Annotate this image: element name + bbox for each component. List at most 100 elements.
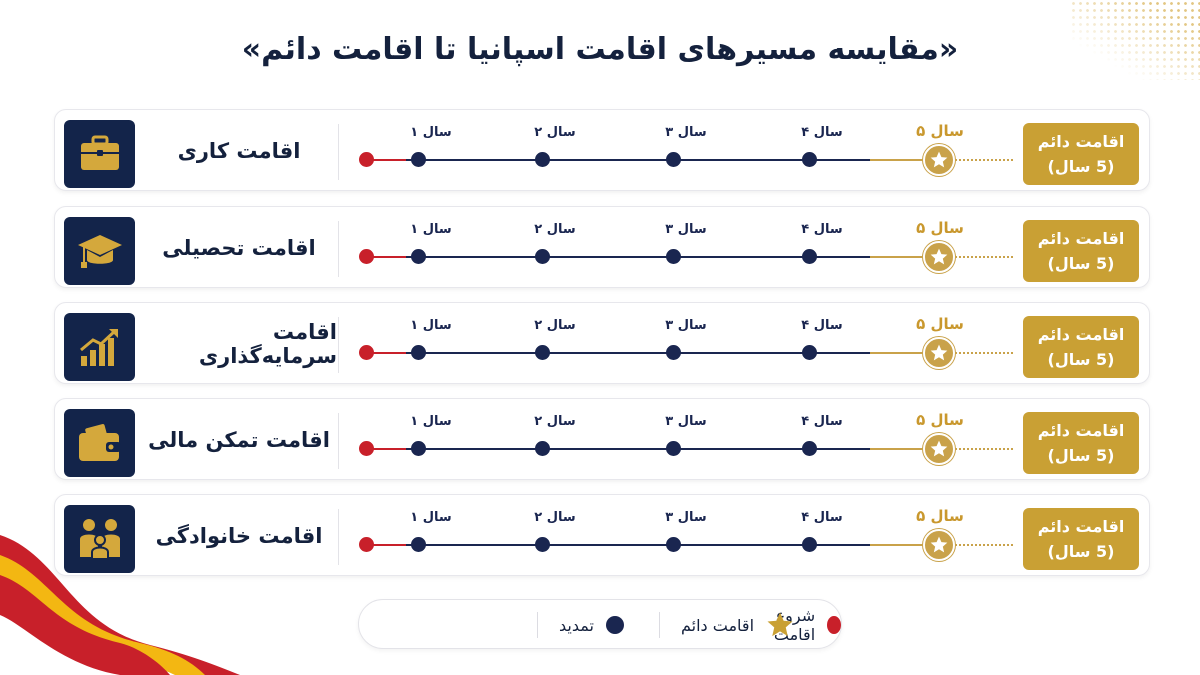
red-dot-icon — [827, 616, 841, 634]
spain-flag-ribbon — [0, 535, 240, 675]
permanent-residency-badge: اقامت دائم (5 سال) — [1023, 316, 1139, 378]
renewal-node — [666, 249, 681, 264]
legend-permanent: اقامت دائم — [681, 600, 796, 650]
route-label: اقامت سرمایه‌گذاری — [198, 320, 337, 368]
permanent-line1: اقامت دائم — [1037, 421, 1125, 440]
start-node — [359, 152, 374, 167]
year-label: سال ۴ — [801, 510, 843, 525]
year-label: سال ۲ — [534, 318, 576, 333]
year-label: سال ۳ — [665, 318, 707, 333]
star-icon — [930, 151, 948, 168]
route-label: اقامت خانوادگی — [155, 524, 323, 548]
route-label: اقامت تمکن مالی — [148, 428, 330, 452]
legend-renewal-label: تمدید — [559, 615, 594, 635]
renewal-node — [666, 441, 681, 456]
timeline: سال ۱ سال ۲ سال ۳ سال ۴ سال ۵ — [345, 495, 1020, 577]
permanent-residency-badge: اقامت دائم (5 سال) — [1023, 412, 1139, 474]
route-label: اقامت کاری — [177, 139, 301, 163]
year-label: سال ۱ — [410, 414, 452, 429]
permanent-residency-badge: اقامت دائم (5 سال) — [1023, 508, 1139, 570]
permanent-line1: اقامت دائم — [1037, 229, 1125, 248]
decorative-dots — [1070, 0, 1200, 80]
route-row: اقامت تمکن مالی سال ۱ سال ۲ سال ۳ سال ۴ سال ۵… — [54, 398, 1150, 480]
permanent-line2: (5 سال) — [1047, 157, 1115, 176]
legend-renewal: تمدید — [559, 600, 624, 650]
star-icon — [930, 344, 948, 361]
year-label: سال ۴ — [801, 222, 843, 237]
permanent-line1: اقامت دائم — [1037, 325, 1125, 344]
graduation-cap-icon — [64, 217, 135, 285]
star-icon — [767, 612, 793, 637]
wallet-icon — [64, 409, 135, 477]
legend: شروع اقامت تمدید اقامت دائم — [358, 599, 842, 649]
route-label: اقامت تحصیلی — [162, 236, 316, 260]
renewal-node — [666, 152, 681, 167]
permanent-node — [923, 529, 955, 561]
year-label: سال ۵ — [916, 411, 964, 429]
year-label: سال ۱ — [410, 318, 452, 333]
star-icon — [930, 440, 948, 457]
renewal-node — [666, 345, 681, 360]
family-icon — [64, 505, 135, 573]
year-label: سال ۱ — [410, 125, 452, 140]
timeline: سال ۱ سال ۲ سال ۳ سال ۴ سال ۵ — [345, 303, 1020, 385]
year-label: سال ۳ — [665, 125, 707, 140]
year-label: سال ۲ — [534, 125, 576, 140]
renewal-node — [411, 537, 426, 552]
year-label: سال ۳ — [665, 222, 707, 237]
renewal-node — [802, 537, 817, 552]
permanent-node — [923, 241, 955, 273]
year-label: سال ۲ — [534, 414, 576, 429]
year-label: سال ۵ — [916, 315, 964, 333]
briefcase-icon — [64, 120, 135, 188]
renewal-node — [535, 441, 550, 456]
renewal-node — [411, 249, 426, 264]
route-row: اقامت تحصیلی سال ۱ سال ۲ سال ۳ سال ۴ سال ۵ اق… — [54, 206, 1150, 288]
timeline: سال ۱ سال ۲ سال ۳ سال ۴ سال ۵ — [345, 399, 1020, 481]
renewal-node — [535, 249, 550, 264]
year-label: سال ۴ — [801, 414, 843, 429]
year-label: سال ۴ — [801, 318, 843, 333]
legend-permanent-label: اقامت دائم — [681, 615, 755, 635]
permanent-node — [923, 144, 955, 176]
route-row: اقامت سرمایه‌گذاری سال ۱ سال ۲ سال ۳ سال ۴ سا… — [54, 302, 1150, 384]
start-node — [359, 441, 374, 456]
star-icon — [930, 248, 948, 265]
year-label: سال ۱ — [410, 222, 452, 237]
permanent-node — [923, 337, 955, 369]
renewal-node — [666, 537, 681, 552]
year-label: سال ۲ — [534, 222, 576, 237]
renewal-node — [535, 345, 550, 360]
renewal-node — [802, 152, 817, 167]
permanent-line2: (5 سال) — [1047, 446, 1115, 465]
year-label: سال ۳ — [665, 414, 707, 429]
renewal-node — [411, 441, 426, 456]
year-label: سال ۵ — [916, 219, 964, 237]
year-label: سال ۴ — [801, 125, 843, 140]
permanent-residency-badge: اقامت دائم (5 سال) — [1023, 123, 1139, 185]
navy-dot-icon — [605, 616, 624, 634]
year-label: سال ۳ — [665, 510, 707, 525]
growth-chart-icon — [64, 313, 135, 381]
year-label: سال ۲ — [534, 510, 576, 525]
permanent-line1: اقامت دائم — [1037, 517, 1125, 536]
year-label: سال ۵ — [916, 122, 964, 140]
renewal-node — [411, 152, 426, 167]
route-row: اقامت خانوادگی سال ۱ سال ۲ سال ۳ سال ۴ سال ۵ … — [54, 494, 1150, 576]
start-node — [359, 537, 374, 552]
permanent-node — [923, 433, 955, 465]
timeline: سال ۱ سال ۲ سال ۳ سال ۴ سال ۵ — [345, 207, 1020, 289]
renewal-node — [535, 152, 550, 167]
renewal-node — [802, 249, 817, 264]
permanent-line2: (5 سال) — [1047, 542, 1115, 561]
permanent-line2: (5 سال) — [1047, 350, 1115, 369]
year-label: سال ۱ — [410, 510, 452, 525]
start-node — [359, 249, 374, 264]
renewal-node — [411, 345, 426, 360]
permanent-line2: (5 سال) — [1047, 254, 1115, 273]
page-title: «مقایسه مسیرهای اقامت اسپانیا تا اقامت د… — [241, 32, 959, 67]
timeline: سال ۱ سال ۲ سال ۳ سال ۴ سال ۵ — [345, 110, 1020, 192]
permanent-residency-badge: اقامت دائم (5 سال) — [1023, 220, 1139, 282]
route-row: اقامت کاری سال ۱ سال ۲ سال ۳ سال ۴ سال ۵ اقام… — [54, 109, 1150, 191]
renewal-node — [802, 345, 817, 360]
